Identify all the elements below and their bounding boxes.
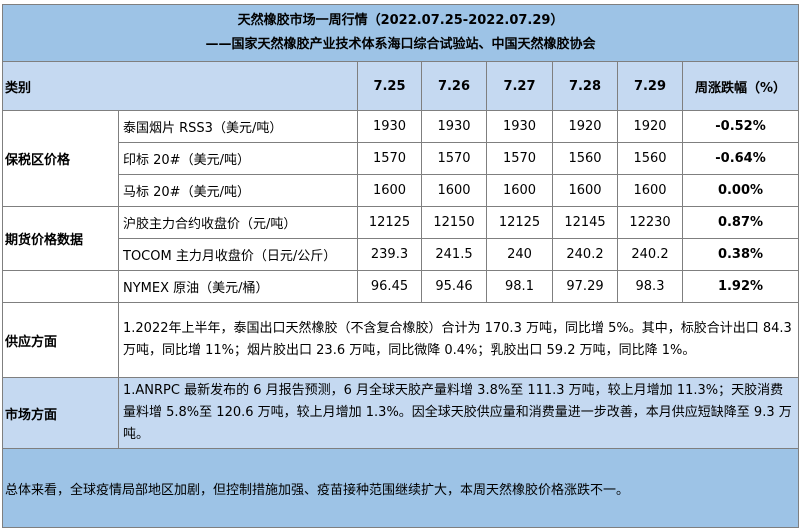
table-title: 天然橡胶市场一周行情（2022.07.25-2022.07.29） ——国家天然… bbox=[1, 4, 800, 62]
value-cell: 1600 bbox=[486, 174, 553, 207]
value-cell: 1930 bbox=[357, 110, 422, 143]
header-change: 周涨跌幅（%） bbox=[681, 61, 800, 111]
table-row: NYMEX 原油（美元/桶） 96.45 95.46 98.1 97.29 98… bbox=[2, 270, 800, 303]
empty-group-cell bbox=[2, 270, 119, 303]
value-cell: 12125 bbox=[357, 206, 422, 239]
value-cell: 241.5 bbox=[421, 238, 487, 271]
title: 天然橡胶市场一周行情（2022.07.25-2022.07.29） bbox=[237, 13, 564, 28]
header-date: 7.25 bbox=[357, 61, 422, 111]
supply-row: 供应方面 1.2022年上半年，泰国出口天然橡胶（不含复合橡胶）合计为 170.… bbox=[2, 302, 800, 378]
value-cell: 98.1 bbox=[486, 270, 553, 303]
value-cell: 1600 bbox=[617, 174, 683, 207]
value-cell: 240.2 bbox=[617, 238, 683, 271]
item-label: 沪胶主力合约收盘价（元/吨） bbox=[118, 206, 358, 239]
value-cell: 1920 bbox=[617, 110, 683, 143]
header-date: 7.27 bbox=[486, 61, 553, 111]
group-supply: 供应方面 bbox=[2, 302, 119, 378]
value-cell: 1560 bbox=[552, 142, 618, 175]
value-cell: 96.45 bbox=[357, 270, 422, 303]
value-cell: 1570 bbox=[421, 142, 487, 175]
change-cell: 0.87% bbox=[681, 206, 800, 239]
header-date: 7.29 bbox=[617, 61, 683, 111]
market-row: 市场方面 1.ANRPC 最新发布的 6 月报告预测，6 月全球天胶产量料增 3… bbox=[2, 377, 800, 449]
table-row: 保税区价格 泰国烟片 RSS3（美元/吨） 1930 1930 1930 192… bbox=[2, 110, 800, 207]
value-cell: 1930 bbox=[486, 110, 553, 143]
group-bonded: 保税区价格 bbox=[2, 110, 119, 207]
value-cell: 1560 bbox=[617, 142, 683, 175]
subtitle: ——国家天然橡胶产业技术体系海口综合试验站、中国天然橡胶协会 bbox=[205, 37, 596, 52]
value-cell: 98.3 bbox=[617, 270, 683, 303]
change-cell: 0.00% bbox=[681, 174, 800, 207]
value-cell: 1930 bbox=[421, 110, 487, 143]
item-label: 印标 20#（美元/吨） bbox=[118, 142, 358, 175]
value-cell: 1570 bbox=[357, 142, 422, 175]
market-text: 1.ANRPC 最新发布的 6 月报告预测，6 月全球天胶产量料增 3.8%至 … bbox=[117, 377, 800, 449]
summary-row: 总体来看，全球疫情局部地区加剧，但控制措施加强、疫苗接种范围继续扩大，本周天然橡… bbox=[1, 448, 800, 528]
value-cell: 1600 bbox=[357, 174, 422, 207]
header-date: 7.28 bbox=[552, 61, 618, 111]
summary-text: 总体来看，全球疫情局部地区加剧，但控制措施加强、疫苗接种范围继续扩大，本周天然橡… bbox=[1, 448, 800, 528]
value-cell: 95.46 bbox=[421, 270, 487, 303]
value-cell: 12145 bbox=[552, 206, 618, 239]
change-cell: -0.52% bbox=[681, 110, 800, 143]
value-cell: 97.29 bbox=[552, 270, 618, 303]
value-cell: 1600 bbox=[421, 174, 487, 207]
group-futures: 期货价格数据 bbox=[2, 206, 119, 271]
table-row: 印标 20#（美元/吨） 1570 1570 1570 1560 1560 -0… bbox=[3, 142, 800, 175]
value-cell: 1920 bbox=[552, 110, 618, 143]
header-row: 类别 7.25 7.26 7.27 7.28 7.29 周涨跌幅（%） bbox=[2, 61, 800, 111]
value-cell: 12230 bbox=[617, 206, 683, 239]
table-row: 期货价格数据 沪胶主力合约收盘价（元/吨） 12125 12150 12125 … bbox=[2, 206, 800, 271]
value-cell: 1570 bbox=[486, 142, 553, 175]
table-row: 马标 20#（美元/吨） 1600 1600 1600 1600 1600 0.… bbox=[3, 174, 800, 207]
item-label: TOCOM 主力月收盘价（日元/公斤） bbox=[118, 238, 358, 271]
rubber-market-table: 天然橡胶市场一周行情（2022.07.25-2022.07.29） ——国家天然… bbox=[1, 4, 800, 528]
group-market: 市场方面 bbox=[2, 377, 119, 449]
value-cell: 239.3 bbox=[357, 238, 422, 271]
item-label: 马标 20#（美元/吨） bbox=[118, 174, 358, 207]
supply-text: 1.2022年上半年，泰国出口天然橡胶（不含复合橡胶）合计为 170.3 万吨，… bbox=[117, 302, 800, 378]
change-cell: 1.92% bbox=[681, 270, 800, 303]
value-cell: 240.2 bbox=[552, 238, 618, 271]
header-date: 7.26 bbox=[421, 61, 487, 111]
change-cell: 0.38% bbox=[681, 238, 800, 271]
item-label: NYMEX 原油（美元/桶） bbox=[118, 270, 358, 303]
value-cell: 1600 bbox=[552, 174, 618, 207]
header-category: 类别 bbox=[2, 61, 358, 111]
value-cell: 240 bbox=[486, 238, 553, 271]
table-row: TOCOM 主力月收盘价（日元/公斤） 239.3 241.5 240 240.… bbox=[3, 238, 800, 271]
value-cell: 12125 bbox=[486, 206, 553, 239]
change-cell: -0.64% bbox=[681, 142, 800, 175]
item-label: 泰国烟片 RSS3（美元/吨） bbox=[118, 110, 358, 143]
value-cell: 12150 bbox=[421, 206, 487, 239]
